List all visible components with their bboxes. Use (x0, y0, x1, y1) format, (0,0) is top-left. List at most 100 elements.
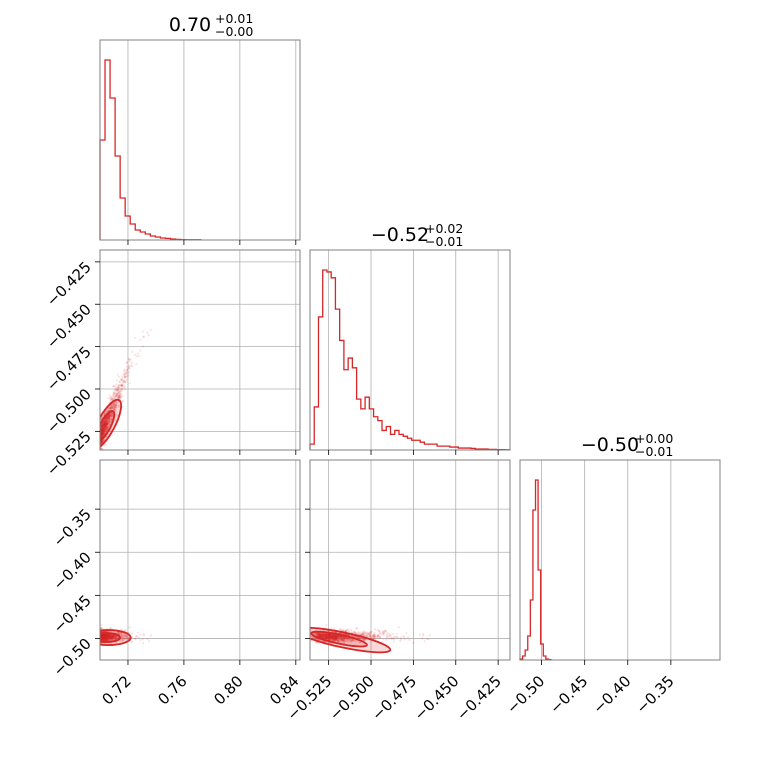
sample-point (104, 425, 107, 428)
sample-point (118, 390, 121, 394)
sample-point (334, 634, 337, 637)
sample-point (118, 632, 121, 635)
sample-point (106, 422, 109, 425)
sample-point (334, 637, 337, 640)
density-contour-2 (100, 632, 121, 643)
sample-point (329, 635, 332, 638)
sample-point (121, 379, 124, 383)
sample-point (114, 390, 117, 393)
sample-point (116, 636, 119, 639)
sample-point (335, 635, 338, 638)
sample-point (334, 637, 337, 640)
sample-point (100, 634, 103, 638)
sample-point (325, 636, 328, 639)
sample-point (109, 396, 113, 399)
sample-point (120, 393, 123, 396)
sample-point (105, 636, 108, 639)
sample-point (104, 424, 107, 427)
sample-point (310, 635, 313, 638)
sample-point (122, 384, 125, 387)
sample-point (364, 638, 367, 641)
sample-point (101, 422, 104, 425)
sample-point (114, 388, 117, 391)
sample-point (101, 634, 104, 637)
sample-point (98, 426, 100, 428)
sample-point (103, 635, 106, 638)
sample-point (106, 638, 109, 641)
sample-point (114, 635, 117, 638)
sample-point (108, 408, 111, 411)
sample-point (104, 424, 107, 427)
sample-point (317, 633, 320, 637)
sample-point (326, 637, 329, 640)
sample-point (335, 637, 338, 640)
sample-point (101, 433, 104, 436)
sample-point (96, 634, 98, 636)
sample-point (100, 428, 103, 431)
sample-point (317, 632, 320, 636)
sample-point (115, 395, 118, 398)
sample-point (335, 638, 338, 641)
sample-point (375, 636, 378, 639)
sample-point (362, 638, 365, 641)
sample-point (100, 636, 103, 639)
sample-point (108, 636, 111, 640)
sample-point (382, 630, 385, 633)
sample-point (337, 637, 340, 640)
sample-point (106, 421, 109, 424)
sample-point (369, 635, 372, 638)
sample-point (106, 637, 110, 640)
sample-point (111, 637, 114, 640)
sample-point (110, 637, 113, 640)
sample-point (107, 416, 110, 419)
sample-point (107, 639, 110, 642)
sample-point (327, 636, 330, 639)
sample-point (330, 634, 333, 637)
sample-point (103, 438, 106, 441)
sample-point (104, 423, 107, 426)
sample-point (108, 414, 111, 417)
sample-point (329, 636, 332, 639)
sample-point (373, 635, 376, 638)
sample-point (322, 634, 325, 637)
sample-point (109, 634, 112, 637)
sample-point (350, 631, 353, 634)
sample-point (126, 637, 129, 640)
sample-point (100, 435, 103, 438)
sample-point (103, 638, 106, 641)
sample-point (101, 634, 104, 637)
sample-point (112, 403, 115, 406)
sample-point (319, 634, 322, 637)
sample-point (103, 637, 106, 640)
histogram-steps-1 (99, 59, 202, 241)
sample-point (339, 637, 342, 640)
sample-point (355, 636, 358, 639)
sample-point (100, 637, 103, 640)
sample-point (332, 638, 335, 641)
sample-point (100, 432, 103, 435)
sample-point (336, 635, 339, 638)
sample-point (102, 426, 105, 430)
sample-point (103, 420, 106, 423)
sample-point (376, 635, 380, 638)
sample-point (326, 635, 329, 638)
sample-point (109, 637, 112, 640)
sample-point (97, 442, 99, 444)
sample-point (135, 355, 138, 358)
sample-point (313, 632, 316, 635)
sample-point (114, 403, 118, 406)
sample-point (102, 433, 105, 436)
sample-point (428, 634, 431, 637)
sample-point (344, 637, 347, 640)
sample-point (332, 635, 335, 638)
sample-point (97, 440, 99, 442)
sample-point (342, 639, 345, 642)
sample-point (105, 422, 108, 425)
sample-point (364, 631, 367, 635)
sample-point (319, 634, 322, 637)
sample-point (324, 632, 327, 636)
sample-point (102, 635, 105, 638)
sample-point (102, 424, 105, 427)
sample-point (117, 389, 120, 392)
sample-point (101, 429, 104, 433)
